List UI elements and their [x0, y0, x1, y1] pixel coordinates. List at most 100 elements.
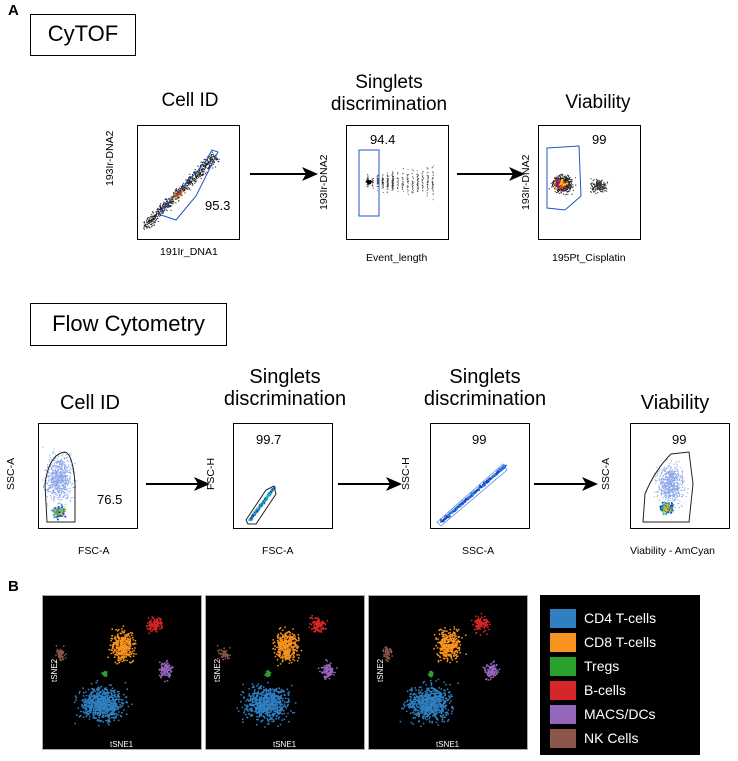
event-point [663, 487, 665, 489]
event-point [553, 180, 555, 182]
event-point [198, 177, 200, 179]
event-point [681, 470, 683, 472]
event-point [661, 483, 663, 485]
flow-ylabel-3: SSC-H [400, 457, 412, 490]
event-point [412, 187, 414, 189]
event-point [428, 175, 429, 177]
event-point [670, 469, 672, 471]
density-point [666, 503, 668, 506]
event-point [406, 189, 408, 191]
event-point [52, 479, 54, 481]
event-point [57, 499, 59, 501]
event-point [206, 163, 208, 165]
event-point [568, 177, 570, 179]
event-point [50, 487, 52, 489]
event-point [402, 183, 404, 185]
event-point [50, 492, 52, 494]
event-point [683, 480, 685, 482]
event-point [658, 486, 660, 488]
event-point [673, 496, 675, 498]
cytof-pct-2: 94.4 [370, 132, 396, 147]
event-point [201, 162, 204, 164]
panel-label-a: A [8, 2, 19, 19]
event-point [663, 478, 665, 480]
density-point [64, 515, 67, 518]
event-point [600, 181, 603, 183]
event-point [602, 188, 604, 191]
event-point [411, 173, 413, 175]
event-point [42, 487, 45, 489]
event-point [675, 461, 677, 463]
event-point [598, 187, 600, 189]
event-point [449, 511, 452, 514]
density-point [554, 182, 557, 186]
event-point [162, 205, 164, 207]
event-point [417, 175, 419, 177]
event-point [50, 466, 52, 468]
density-point [670, 511, 673, 514]
event-point [67, 488, 69, 490]
density-point [565, 182, 569, 185]
event-point [681, 480, 683, 482]
event-point [601, 188, 603, 190]
density-point [61, 509, 64, 512]
event-point [66, 460, 68, 462]
event-point [53, 484, 55, 486]
cytof-ylabel-2: 193Ir-DNA2 [318, 154, 330, 210]
event-point [149, 215, 152, 217]
event-point [55, 479, 57, 481]
event-point [63, 470, 65, 472]
event-point [606, 188, 608, 190]
event-point [145, 225, 147, 227]
event-point [667, 481, 669, 483]
event-point [204, 167, 206, 169]
event-point [382, 178, 384, 179]
event-point [550, 182, 552, 184]
event-point [213, 156, 215, 158]
flow-pct-1: 76.5 [97, 492, 123, 507]
event-point [56, 461, 58, 463]
event-point [407, 190, 409, 192]
flow-pct-4: 99 [672, 432, 687, 447]
event-point [681, 474, 683, 476]
event-point [152, 217, 154, 219]
event-point [153, 224, 155, 226]
event-point [661, 472, 663, 474]
event-point [53, 462, 55, 464]
event-point [667, 467, 669, 469]
density-point [557, 181, 560, 184]
event-point [674, 467, 676, 469]
event-point [53, 481, 55, 483]
event-point [70, 454, 72, 456]
event-point [602, 187, 604, 189]
event-point [154, 216, 156, 218]
event-point [58, 463, 60, 465]
event-point [152, 212, 154, 214]
scatter-points [439, 464, 507, 523]
event-point [662, 493, 664, 495]
event-point [673, 478, 675, 480]
event-point [493, 474, 496, 477]
event-point [564, 178, 566, 181]
event-point [170, 204, 172, 207]
event-point [182, 184, 184, 186]
density-point [661, 509, 664, 512]
cytof-plot-singlets [346, 125, 449, 240]
event-point [568, 178, 570, 180]
event-point [455, 508, 457, 510]
event-point [681, 479, 683, 481]
event-point [151, 213, 153, 216]
event-point [663, 492, 665, 494]
event-point [168, 197, 170, 199]
flow-title-4: Viability [640, 392, 710, 414]
event-point [58, 465, 61, 467]
event-point [56, 474, 58, 476]
event-point [53, 494, 55, 496]
event-point [65, 503, 67, 505]
flow-xlabel-1: FSC-A [78, 545, 110, 557]
event-point [566, 176, 568, 178]
event-point [382, 181, 384, 183]
event-point [427, 175, 429, 177]
event-point [148, 225, 150, 227]
event-point [64, 466, 66, 468]
